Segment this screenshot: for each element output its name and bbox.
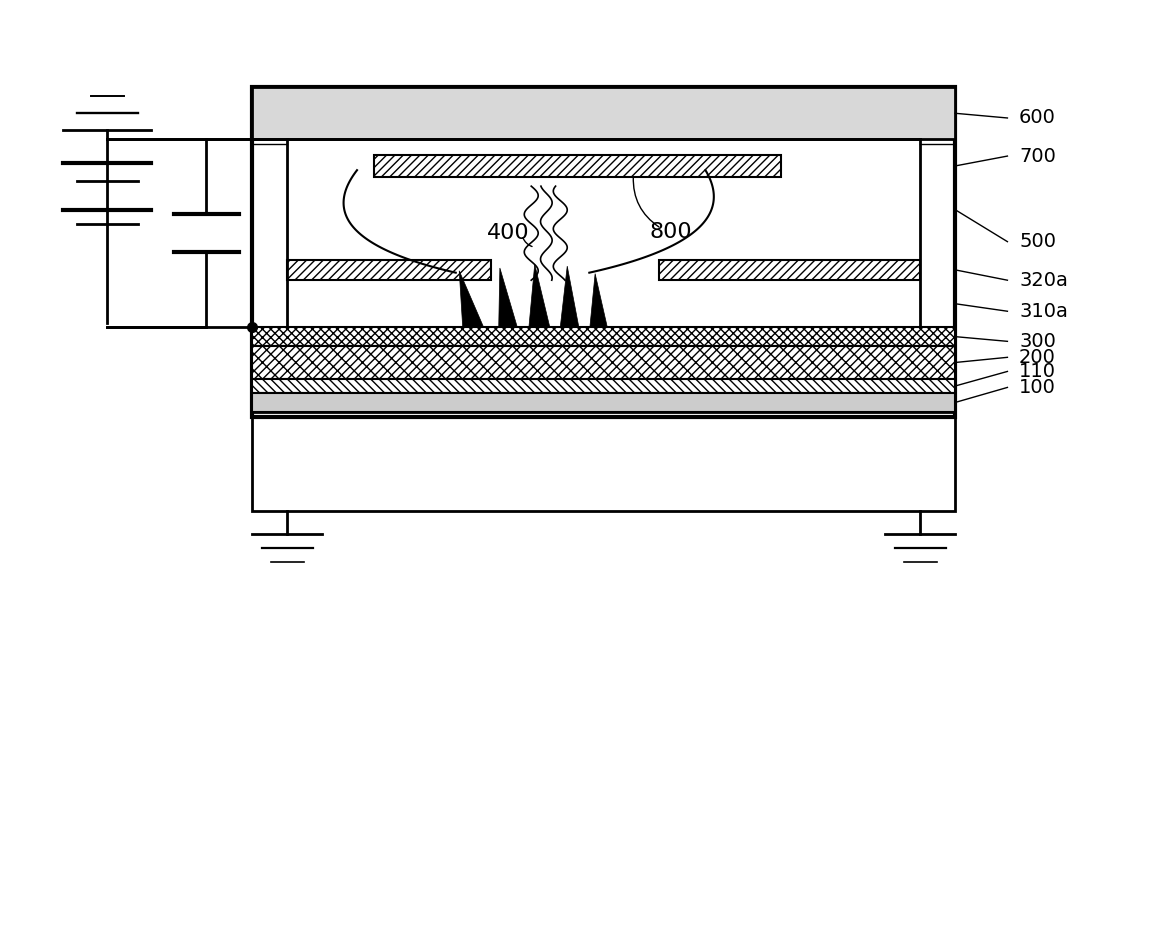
- Bar: [252, 327, 955, 346]
- Text: 310a: 310a: [1019, 302, 1068, 321]
- Text: 110: 110: [1019, 362, 1056, 381]
- Text: 100: 100: [1019, 377, 1056, 397]
- Text: 600: 600: [1019, 109, 1056, 128]
- Bar: [659, 259, 921, 280]
- Text: 500: 500: [1019, 232, 1056, 251]
- Bar: [252, 87, 955, 416]
- Bar: [252, 412, 955, 511]
- Text: 320a: 320a: [1019, 271, 1068, 289]
- Bar: [252, 87, 955, 139]
- Text: 700: 700: [1019, 147, 1056, 166]
- Polygon shape: [460, 271, 483, 327]
- Bar: [375, 155, 781, 177]
- Bar: [252, 393, 955, 412]
- Text: 300: 300: [1019, 332, 1056, 351]
- Polygon shape: [589, 273, 607, 327]
- Polygon shape: [498, 268, 517, 327]
- Text: 400: 400: [487, 223, 530, 243]
- Text: 200: 200: [1019, 348, 1056, 367]
- Bar: [252, 379, 955, 393]
- Polygon shape: [560, 266, 579, 327]
- Bar: [252, 346, 955, 379]
- Text: 800: 800: [649, 222, 692, 242]
- Bar: [287, 259, 490, 280]
- Polygon shape: [529, 264, 550, 327]
